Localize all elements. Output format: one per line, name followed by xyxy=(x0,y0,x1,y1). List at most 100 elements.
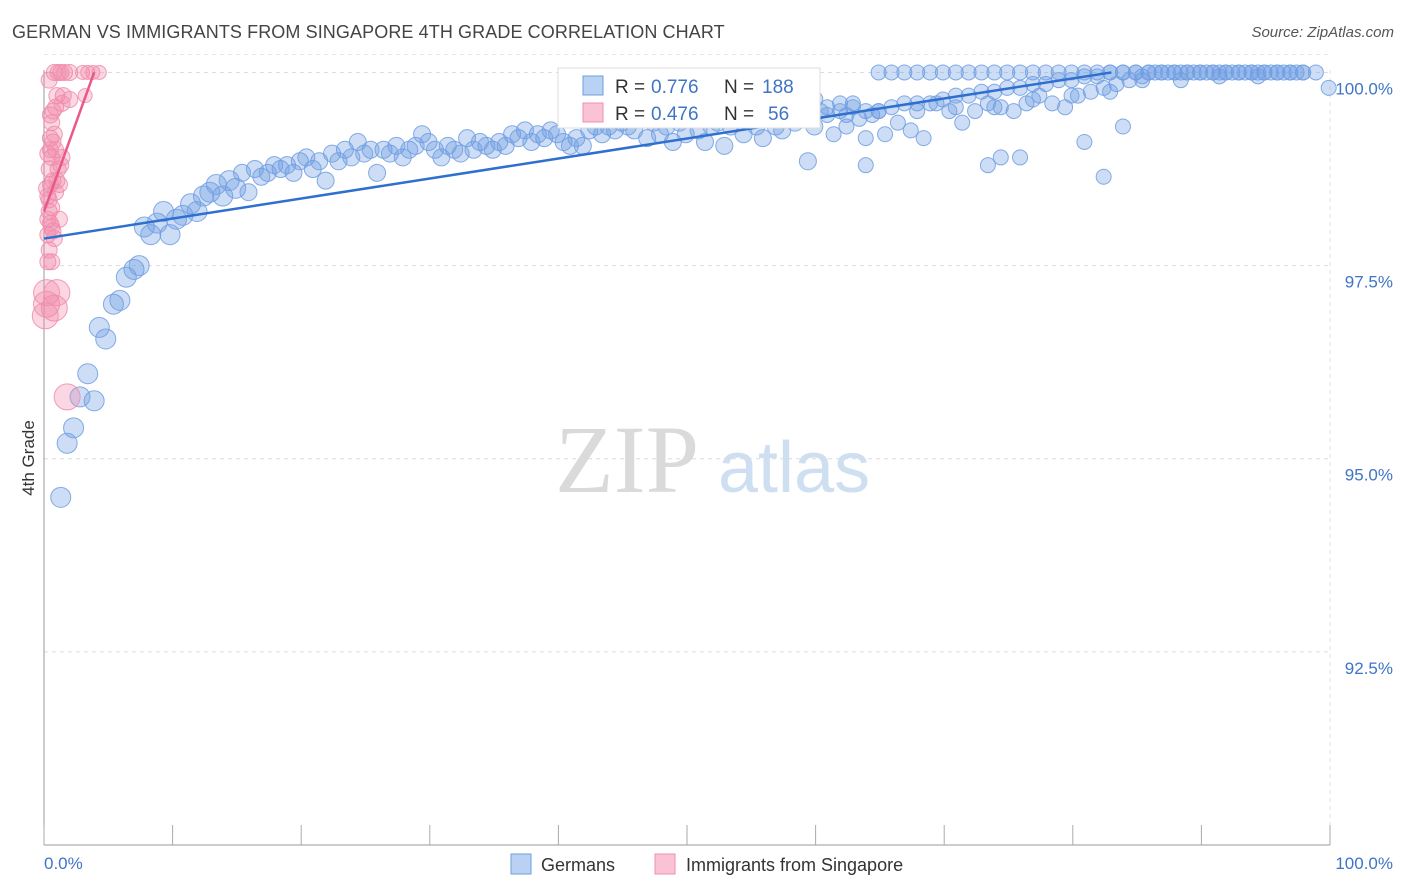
stats-r-label-singapore: R = xyxy=(615,104,645,125)
series-singapore xyxy=(31,63,107,411)
germans-point xyxy=(838,118,855,135)
germans-point xyxy=(560,136,579,155)
germans-point xyxy=(915,130,932,147)
x-ticks xyxy=(43,825,1331,845)
singapore-point xyxy=(41,106,59,124)
germans-point xyxy=(77,363,99,385)
stats-box: R = 0.776 N = 188 R = 0.476 N = 56 xyxy=(557,67,821,129)
y-axis-title: 4th Grade xyxy=(19,420,38,496)
germans-point xyxy=(1024,91,1041,108)
germans-point xyxy=(1243,64,1260,81)
germans-point xyxy=(960,64,977,81)
germans-point xyxy=(212,185,234,207)
germans-point xyxy=(973,64,990,81)
germans-point xyxy=(1063,87,1080,104)
germans-point xyxy=(1114,64,1131,81)
x-tick-label-max: 100.0% xyxy=(1335,854,1393,873)
germans-point xyxy=(1249,64,1266,81)
legend-label-germans: Germans xyxy=(541,855,615,875)
germans-point xyxy=(95,328,117,350)
germans-point xyxy=(1076,133,1093,150)
germans-point xyxy=(548,125,567,144)
germans-point xyxy=(1269,64,1286,81)
germans-point xyxy=(967,103,984,120)
germans-point xyxy=(825,126,842,143)
germans-point xyxy=(573,136,592,155)
germans-point xyxy=(1275,64,1292,81)
singapore-point xyxy=(56,63,74,81)
germans-point xyxy=(1102,83,1119,100)
germans-point xyxy=(896,64,913,81)
germans-point xyxy=(909,64,926,81)
y-tick-label-100: 100.0% xyxy=(1335,79,1393,98)
germans-point xyxy=(1320,79,1337,96)
germans-point xyxy=(50,486,72,508)
germans-point xyxy=(1037,64,1054,81)
singapore-point xyxy=(53,383,81,411)
germans-point xyxy=(140,224,162,246)
y-tick-label-92-5: 92.5% xyxy=(1345,659,1393,678)
singapore-point xyxy=(61,90,79,108)
germans-point xyxy=(696,132,715,151)
germans-point xyxy=(1114,118,1131,135)
germans-point xyxy=(159,224,181,246)
germans-point xyxy=(1307,64,1324,81)
germans-point xyxy=(986,99,1003,116)
germans-point xyxy=(83,390,105,412)
watermark: ZIP atlas xyxy=(555,406,870,513)
germans-point xyxy=(954,114,971,131)
stats-r-value-singapore: 0.476 xyxy=(651,104,699,125)
germans-point xyxy=(1024,64,1041,81)
singapore-point xyxy=(47,141,65,159)
singapore-point xyxy=(52,63,70,81)
germans-point xyxy=(1262,64,1279,81)
germans-point xyxy=(857,157,874,174)
germans-point xyxy=(1198,64,1215,81)
germans-point xyxy=(102,293,124,315)
singapore-point xyxy=(45,63,63,81)
germans-point xyxy=(857,130,874,147)
stats-n-value-singapore: 56 xyxy=(768,104,789,125)
legend-swatch-germans xyxy=(510,853,532,875)
germans-point xyxy=(1005,103,1022,120)
germans-point xyxy=(1204,64,1221,81)
legend: Germans Immigrants from Singapore xyxy=(510,853,903,875)
germans-point xyxy=(889,114,906,131)
germans-point xyxy=(1294,64,1311,81)
germans-point xyxy=(109,289,131,311)
germans-point xyxy=(1192,64,1209,81)
stats-r-value-germans: 0.776 xyxy=(651,77,699,98)
stats-swatch-singapore xyxy=(582,102,604,123)
germans-point xyxy=(715,136,734,155)
germans-point xyxy=(1288,64,1305,81)
germans-point xyxy=(1147,64,1164,81)
germans-point xyxy=(1185,64,1202,81)
germans-point xyxy=(934,64,951,81)
germans-point xyxy=(419,132,438,151)
germans-point xyxy=(56,432,78,454)
germans-point xyxy=(1069,87,1086,104)
germans-point xyxy=(1166,64,1183,81)
germans-point xyxy=(368,163,387,182)
legend-swatch-singapore xyxy=(654,853,676,875)
stats-swatch-germans xyxy=(582,75,604,96)
singapore-point xyxy=(33,290,61,318)
germans-point xyxy=(1237,64,1254,81)
singapore-point xyxy=(80,64,96,80)
germans-point xyxy=(1127,64,1144,81)
singapore-point xyxy=(44,222,62,240)
germans-point xyxy=(128,255,150,277)
germans-point xyxy=(844,95,861,112)
stats-r-label-germans: R = xyxy=(615,77,645,98)
germans-point xyxy=(979,157,996,174)
germans-point xyxy=(992,99,1009,116)
trend-line-singapore xyxy=(42,72,96,212)
germans-point xyxy=(1012,149,1029,166)
germans-point xyxy=(1217,64,1234,81)
stats-n-value-germans: 188 xyxy=(762,77,794,98)
germans-point xyxy=(284,163,303,182)
germans-point xyxy=(753,129,772,148)
germans-point xyxy=(832,95,849,112)
germans-point xyxy=(902,122,919,139)
